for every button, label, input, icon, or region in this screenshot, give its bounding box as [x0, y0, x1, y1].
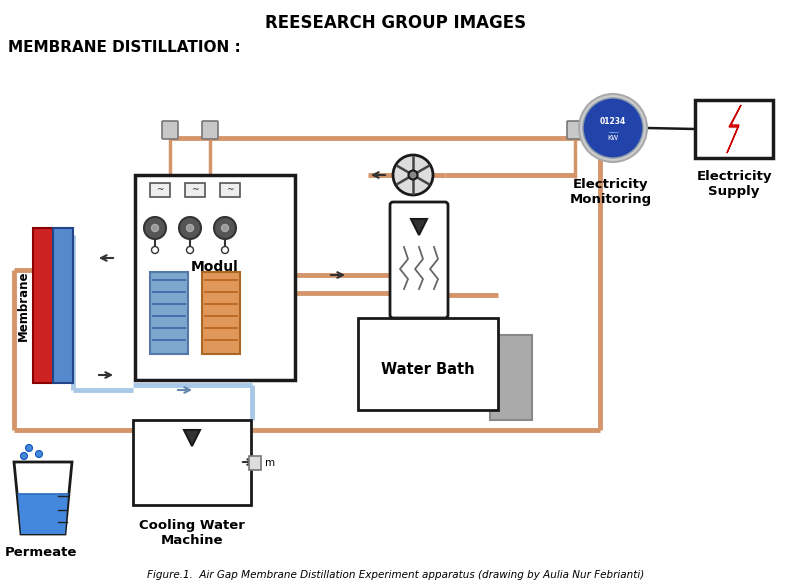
Text: MEMBRANE DISTILLATION :: MEMBRANE DISTILLATION :	[8, 40, 241, 55]
Text: m: m	[265, 458, 275, 468]
FancyBboxPatch shape	[202, 272, 240, 354]
FancyBboxPatch shape	[220, 183, 240, 197]
Text: ~: ~	[156, 186, 163, 195]
Polygon shape	[184, 430, 200, 446]
Circle shape	[583, 98, 643, 158]
Text: Figure.1.  Air Gap Membrane Distillation Experiment apparatus (drawing by Aulia : Figure.1. Air Gap Membrane Distillation …	[147, 570, 645, 580]
Polygon shape	[14, 462, 72, 534]
Circle shape	[221, 224, 228, 231]
Circle shape	[151, 247, 159, 254]
FancyBboxPatch shape	[150, 272, 188, 354]
Circle shape	[186, 247, 193, 254]
Text: KW: KW	[607, 135, 619, 141]
FancyBboxPatch shape	[390, 202, 448, 318]
Circle shape	[393, 155, 433, 195]
Text: ~: ~	[226, 186, 234, 195]
FancyBboxPatch shape	[249, 455, 261, 469]
Circle shape	[25, 445, 33, 451]
Polygon shape	[727, 105, 741, 153]
FancyBboxPatch shape	[53, 228, 73, 383]
FancyBboxPatch shape	[135, 175, 295, 380]
FancyBboxPatch shape	[490, 335, 532, 420]
Text: Modul: Modul	[191, 260, 239, 274]
Text: Membrane: Membrane	[17, 270, 29, 340]
Text: 01234: 01234	[600, 118, 626, 127]
FancyBboxPatch shape	[358, 318, 498, 410]
Circle shape	[186, 224, 193, 231]
Circle shape	[579, 94, 647, 162]
Polygon shape	[411, 219, 427, 235]
Text: ___: ___	[607, 127, 619, 133]
FancyBboxPatch shape	[33, 228, 53, 383]
Circle shape	[36, 451, 43, 458]
FancyBboxPatch shape	[150, 183, 170, 197]
Circle shape	[151, 224, 159, 231]
Text: Electricity
Supply: Electricity Supply	[696, 170, 772, 198]
FancyBboxPatch shape	[162, 121, 178, 139]
Circle shape	[214, 217, 236, 239]
FancyBboxPatch shape	[133, 420, 251, 505]
Text: Water Bath: Water Bath	[381, 362, 475, 376]
FancyBboxPatch shape	[202, 121, 218, 139]
Polygon shape	[18, 495, 68, 534]
Circle shape	[144, 217, 166, 239]
FancyBboxPatch shape	[185, 183, 205, 197]
FancyBboxPatch shape	[695, 100, 773, 158]
Circle shape	[21, 452, 28, 459]
Circle shape	[221, 247, 228, 254]
Text: Permeate: Permeate	[5, 546, 77, 559]
Text: ~: ~	[191, 186, 199, 195]
Circle shape	[408, 171, 417, 179]
FancyBboxPatch shape	[567, 121, 583, 139]
Text: Cooling Water
Machine: Cooling Water Machine	[139, 519, 245, 547]
Circle shape	[179, 217, 201, 239]
Text: Electricity
Monitoring: Electricity Monitoring	[570, 178, 652, 206]
Text: REESEARCH GROUP IMAGES: REESEARCH GROUP IMAGES	[266, 14, 527, 32]
